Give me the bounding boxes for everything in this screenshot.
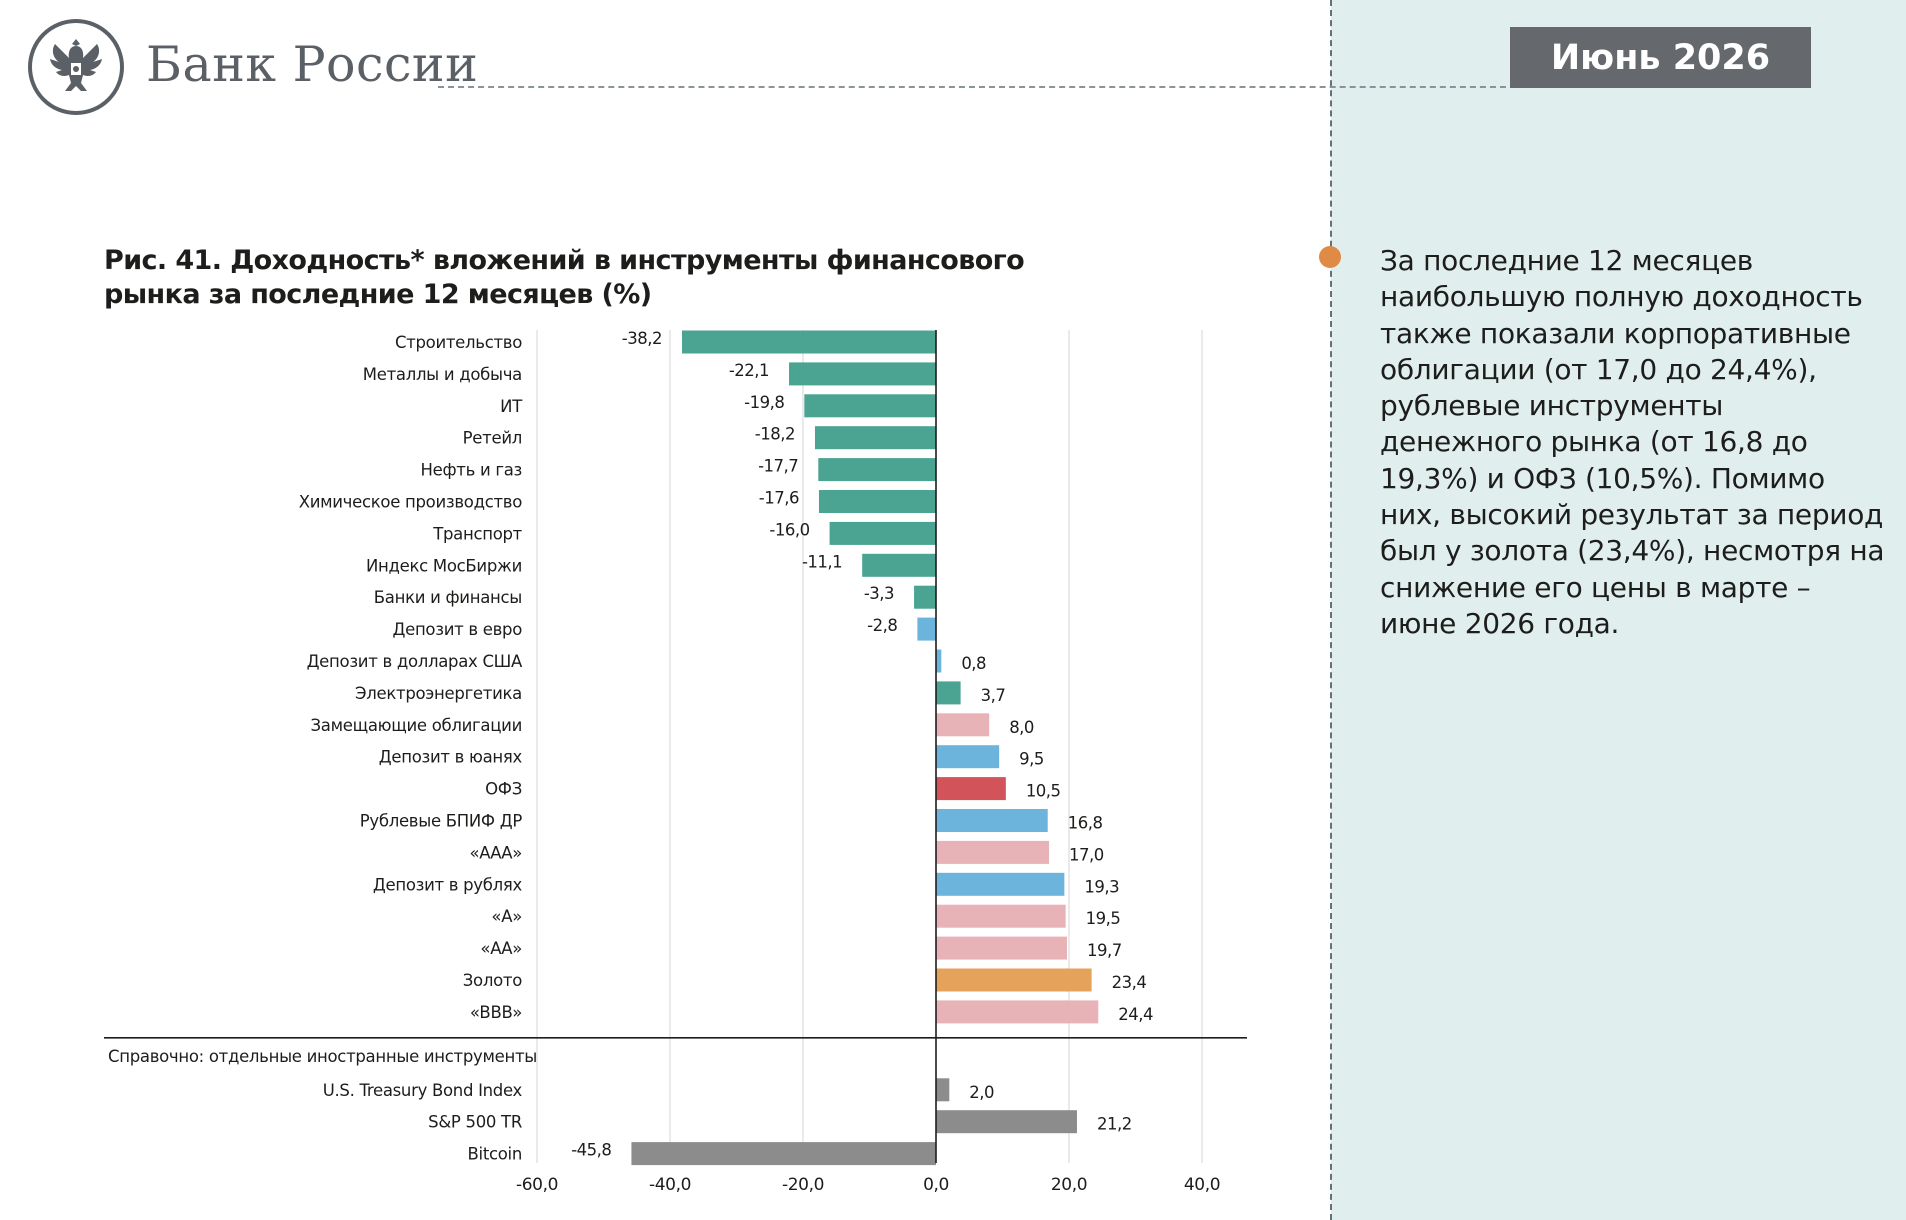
bar [914, 585, 936, 609]
data-label: 23,4 [1112, 973, 1147, 992]
bar [936, 840, 1050, 864]
category-label: «АА» [480, 939, 522, 958]
data-label: 3,7 [981, 686, 1006, 705]
category-label: Банки и финансы [374, 588, 522, 607]
x-tick-label: -60,0 [516, 1175, 558, 1195]
category-label: ОФЗ [485, 780, 522, 799]
data-label: -38,2 [622, 329, 662, 348]
data-label: -16,0 [769, 520, 809, 539]
date-badge: Июнь 2026 [1510, 27, 1811, 88]
bar [936, 713, 990, 737]
bar [936, 745, 1000, 769]
data-label: -17,7 [758, 457, 798, 476]
data-label: -45,8 [571, 1141, 611, 1160]
category-label: Строительство [395, 333, 522, 352]
bar [631, 1142, 936, 1166]
data-label: 8,0 [1009, 718, 1034, 737]
data-label: -11,1 [802, 552, 842, 571]
bar [862, 553, 936, 577]
category-label: Депозит в долларах США [307, 652, 523, 671]
category-label: Транспорт [432, 524, 522, 543]
figure-title: Рис. 41. Доходность* вложений в инструме… [104, 245, 1025, 310]
data-label: -19,8 [744, 393, 784, 412]
commentary-panel [1331, 0, 1906, 1220]
category-label: Индекс МосБиржи [366, 556, 522, 575]
category-label: Нефть и газ [421, 461, 522, 480]
data-label: 9,5 [1019, 750, 1044, 769]
panel-divider [1330, 0, 1332, 1220]
category-label: «А» [491, 907, 522, 926]
x-tick-label: 0,0 [923, 1175, 949, 1195]
data-label: 19,7 [1087, 941, 1122, 960]
data-label: -18,2 [755, 425, 795, 444]
data-label: 17,0 [1069, 845, 1104, 864]
bullet-dot [1319, 246, 1341, 268]
data-label: -2,8 [867, 616, 897, 635]
bar [818, 458, 936, 482]
data-label: -22,1 [729, 361, 769, 380]
category-label: Электроэнергетика [355, 684, 522, 703]
category-label: Депозит в евро [393, 620, 523, 639]
category-label: Ретейл [463, 429, 522, 448]
commentary-text: За последние 12 месяцев наибольшую полну… [1380, 244, 1885, 640]
category-label: U.S. Treasury Bond Index [323, 1081, 523, 1100]
category-label: «BBB» [470, 1003, 522, 1022]
category-label: Металлы и добыча [363, 365, 522, 384]
bar [936, 904, 1066, 928]
section-label: Справочно: отдельные иностранные инструм… [108, 1047, 537, 1066]
bar [936, 777, 1006, 801]
bar [936, 809, 1048, 832]
data-label: -3,3 [864, 584, 894, 603]
category-label: ИТ [500, 397, 523, 416]
bar [917, 617, 936, 641]
category-label: Золото [463, 971, 522, 990]
data-label: 24,4 [1118, 1005, 1153, 1024]
brand-name: Банк России [146, 36, 479, 93]
data-label: -17,6 [759, 489, 799, 508]
data-label: 2,0 [969, 1083, 994, 1102]
category-label: Депозит в рублях [373, 875, 523, 894]
bar [829, 521, 936, 545]
bar [936, 1000, 1099, 1024]
data-label: 16,8 [1068, 814, 1103, 833]
category-label: Депозит в юанях [379, 748, 523, 767]
category-label: Рублевые БПИФ ДР [360, 812, 523, 831]
data-label: 19,5 [1086, 909, 1121, 928]
x-tick-label: -40,0 [649, 1175, 691, 1195]
category-label: Замещающие облигации [311, 716, 523, 735]
bar [814, 426, 936, 450]
bar [804, 394, 936, 418]
data-label: 10,5 [1026, 782, 1061, 801]
bar [818, 490, 936, 513]
category-label: S&P 500 TR [428, 1113, 522, 1132]
header-rule [438, 86, 1526, 88]
yield-bar-chart: Строительство -38,2 Металлы и добыча -22,1 И… [104, 329, 1247, 1195]
data-label: 0,8 [961, 654, 986, 673]
bar [936, 1078, 950, 1102]
data-label: 19,3 [1084, 877, 1119, 896]
bar [681, 330, 936, 354]
x-tick-label: 40,0 [1184, 1175, 1220, 1195]
bar [936, 968, 1092, 992]
bar [936, 872, 1065, 896]
x-tick-label: -20,0 [782, 1175, 824, 1195]
eagle-emblem-icon [28, 19, 124, 115]
bar [936, 649, 942, 673]
bar [789, 362, 936, 386]
bar [936, 1110, 1077, 1134]
category-label: «ААА» [469, 843, 522, 862]
bar [936, 936, 1068, 960]
data-label: 21,2 [1097, 1115, 1132, 1134]
bar [936, 681, 961, 705]
category-label: Химическое производство [299, 493, 523, 512]
x-tick-label: 20,0 [1051, 1175, 1087, 1195]
category-label: Bitcoin [468, 1145, 522, 1164]
